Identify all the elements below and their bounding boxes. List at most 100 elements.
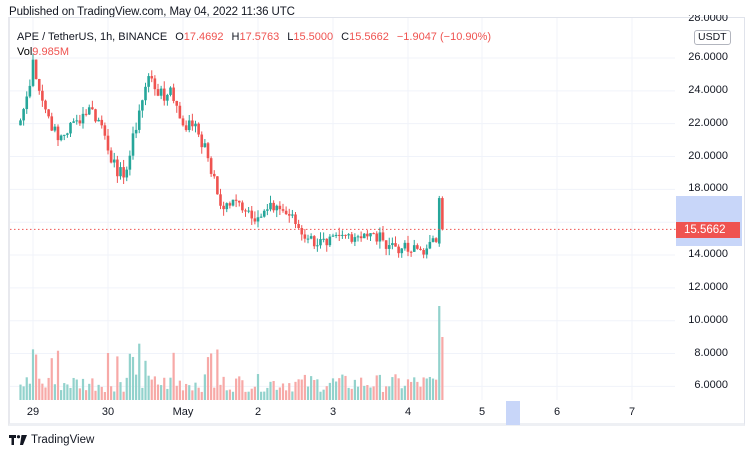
volume-bar — [285, 390, 288, 400]
volume-bar — [194, 382, 197, 400]
candle-body — [262, 210, 266, 217]
candle-body — [294, 214, 297, 225]
candle-body — [103, 125, 107, 136]
volume-bar — [116, 356, 119, 400]
volume-bar — [403, 385, 406, 400]
volume-bar — [200, 391, 203, 400]
volume-bar — [147, 375, 150, 400]
volume-bar — [22, 386, 25, 400]
candle-body — [81, 113, 85, 124]
volume-bar — [244, 391, 247, 400]
candle-body — [178, 105, 182, 119]
candle-body — [378, 232, 382, 242]
candle-body — [384, 240, 388, 249]
volume-bar — [344, 375, 347, 400]
volume-bar — [313, 380, 316, 400]
volume-bar — [178, 380, 181, 400]
volume-bar — [225, 390, 228, 400]
candle-body — [216, 176, 219, 195]
candle-body — [31, 59, 35, 86]
volume-bar — [222, 376, 225, 400]
candle-body — [275, 205, 279, 211]
symbol-label: APE / TetherUS, 1h, BINANCE — [17, 31, 168, 43]
candle-body — [284, 210, 288, 215]
volume-bar — [169, 377, 172, 400]
volume-bar — [210, 353, 213, 400]
candle-body — [137, 110, 141, 130]
candle-body — [434, 238, 438, 242]
candle-body — [153, 78, 157, 90]
candle-body — [109, 150, 113, 163]
time-tick-label: 7 — [628, 406, 636, 418]
footer-branding[interactable]: TradingView — [9, 434, 94, 446]
candle-body — [441, 198, 444, 230]
candle-body — [359, 236, 363, 239]
low-value: 15.5000 — [293, 31, 334, 43]
candle-body — [47, 109, 50, 117]
candle-body — [141, 100, 144, 111]
volume-bar — [238, 376, 241, 400]
time-tick-label: 2 — [254, 406, 262, 418]
price-tick-label: 12.0000 — [688, 280, 728, 293]
candle-body — [94, 109, 97, 122]
candle-body — [259, 216, 263, 218]
volume-bar — [60, 390, 63, 400]
candle-body — [287, 214, 291, 216]
volume-bar — [38, 378, 41, 400]
low-label: L — [287, 31, 294, 43]
candle-body — [356, 236, 360, 238]
candle-body — [72, 121, 75, 123]
candle-body — [209, 158, 213, 174]
candle-body — [84, 113, 88, 115]
candle-body — [362, 233, 366, 239]
volume-bar — [272, 381, 275, 400]
volume-bar — [88, 383, 91, 400]
candle-body — [134, 129, 138, 134]
candle-body — [25, 96, 29, 110]
volume-bar — [353, 379, 356, 400]
volume-bar — [53, 384, 56, 400]
volume-bar — [156, 384, 160, 400]
candle-body — [125, 169, 129, 178]
candle-body — [316, 245, 319, 247]
candle-body — [197, 123, 200, 135]
volume-bar — [381, 391, 385, 400]
volume-bar — [278, 387, 281, 400]
candle-body — [253, 218, 257, 222]
candle-body — [309, 236, 313, 239]
candle-body — [59, 135, 63, 141]
candle-body — [53, 126, 57, 131]
volume-bar — [110, 386, 113, 400]
candle-body — [119, 167, 122, 177]
candle-body — [50, 116, 54, 131]
volume-bar — [91, 378, 94, 400]
candle-body — [97, 119, 100, 122]
price-tick-label: 8.0000 — [694, 346, 728, 359]
candle-body — [75, 120, 79, 122]
candle-body — [144, 86, 147, 101]
candle-body — [272, 202, 275, 211]
volume-bar — [175, 385, 178, 400]
candle-body — [437, 198, 441, 244]
volume-bar — [150, 379, 153, 400]
candle-body — [300, 228, 304, 235]
volume-bar — [263, 391, 266, 400]
volume-bar — [388, 386, 391, 400]
currency-badge[interactable]: USDT — [694, 30, 731, 45]
volume-bar — [316, 379, 319, 400]
volume-bar — [72, 377, 75, 400]
candle-body — [394, 243, 397, 247]
volume-bar — [360, 377, 363, 400]
volume-bar — [235, 378, 238, 400]
candle-body — [372, 233, 375, 235]
volume-bar — [438, 306, 441, 400]
volume-bar — [275, 389, 278, 400]
volume-bar — [44, 387, 47, 400]
volume-bar — [250, 388, 253, 400]
volume-bar — [47, 377, 50, 400]
candle-body — [419, 248, 422, 251]
volume-bar — [160, 385, 163, 400]
candle-body — [281, 209, 285, 211]
price-tick-label: 18.0000 — [688, 182, 728, 195]
